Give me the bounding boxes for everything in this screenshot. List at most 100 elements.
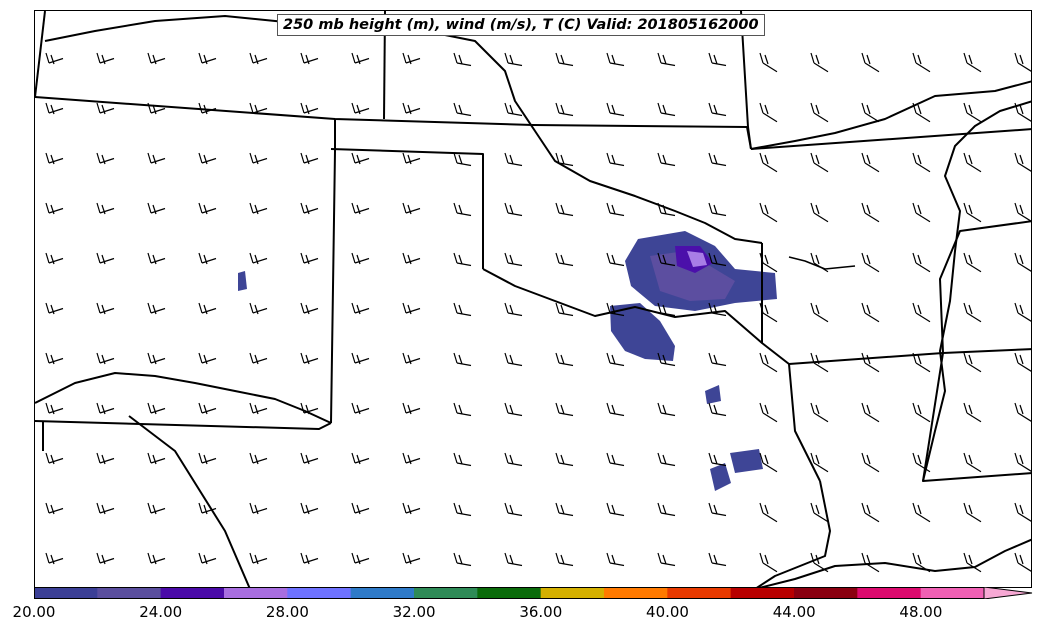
wind-barb [249, 302, 268, 315]
border-ar-la [788, 348, 1031, 365]
colorbar-segment [920, 587, 985, 599]
colorbar-segment [604, 587, 668, 599]
wind-barb [351, 302, 370, 315]
border-sd-ne [35, 11, 46, 98]
wind-barb [759, 302, 778, 323]
wind-barb [810, 52, 829, 73]
wind-barb [1014, 202, 1031, 222]
wind-barb [555, 52, 574, 67]
wind-barb [912, 552, 931, 573]
wind-barb [657, 102, 676, 117]
wind-barb [759, 352, 778, 373]
wind-barb [402, 552, 421, 565]
wind-barb [249, 52, 268, 65]
wind-barb [759, 152, 778, 173]
wind-barb [912, 452, 931, 473]
wind-barb [147, 402, 166, 415]
wind-barb [351, 102, 370, 115]
wind-barb [657, 302, 676, 317]
wind-barb [45, 302, 64, 315]
wind-barb [453, 402, 472, 417]
wind-barb [810, 502, 829, 523]
wind-barb [555, 152, 574, 167]
wind-barb [963, 552, 982, 573]
wind-barb [351, 152, 370, 165]
wind-barb [300, 252, 319, 265]
wind-barb [351, 452, 370, 465]
border-mo-ar [750, 128, 1031, 150]
wind-barb [351, 52, 370, 65]
map-title: 250 mb height (m), wind (m/s), T (C) Val… [277, 14, 765, 36]
wind-barb [708, 252, 727, 267]
wind-barb [504, 102, 523, 117]
wind-barb [45, 202, 64, 215]
wind-barb [810, 102, 829, 123]
wind-barb [147, 502, 166, 515]
wind-barb [912, 502, 931, 523]
wind-barb [657, 52, 676, 67]
wind-barb [1014, 102, 1031, 122]
wind-barb [810, 452, 829, 473]
wind-barb [657, 552, 676, 567]
border-ar-tx [788, 363, 821, 482]
wind-barb [96, 252, 115, 265]
wind-barb [963, 102, 982, 123]
wind-barb [1014, 252, 1031, 272]
wind-barb [912, 152, 931, 173]
colorbar-segment [160, 587, 225, 599]
colorbar-tick-label: 36.00 [519, 603, 563, 621]
wind-barb [453, 352, 472, 367]
wind-barb [861, 52, 880, 73]
wind-barb [963, 302, 982, 323]
wind-barb [555, 352, 574, 367]
wind-barb [504, 202, 523, 217]
wind-barb [606, 152, 625, 167]
wind-barb [96, 552, 115, 565]
wind-barbs [45, 52, 1031, 573]
wind-barb [402, 252, 421, 265]
wind-barb [504, 452, 523, 467]
wind-barb [300, 502, 319, 515]
wind-barb [300, 152, 319, 165]
wind-barb [912, 302, 931, 323]
wind-barb [963, 402, 982, 423]
colorbar-segment [794, 587, 858, 599]
wind-barb [963, 52, 982, 73]
wind-barb [1014, 352, 1031, 372]
wind-barb [861, 152, 880, 173]
colorbar-segment [540, 587, 605, 599]
wind-barb [96, 302, 115, 315]
coast-gulf [758, 538, 1031, 587]
wind-barb [147, 452, 166, 465]
wind-barb [147, 52, 166, 65]
colorbar-segment [287, 587, 352, 599]
wind-barb [198, 202, 217, 215]
wind-barb [45, 552, 64, 565]
wind-barb [249, 402, 268, 415]
wind-barb [912, 252, 931, 273]
wind-barb [198, 52, 217, 65]
colorbar [34, 587, 1033, 599]
wind-barb [45, 52, 64, 65]
wind-barb [657, 202, 676, 217]
wind-barb [810, 302, 829, 323]
wind-barb [810, 202, 829, 223]
wind-barb [861, 202, 880, 223]
wind-barb [402, 402, 421, 415]
wind-barb [861, 452, 880, 473]
wind-barb [708, 52, 727, 67]
temperature-shading [238, 231, 777, 491]
wind-barb [912, 52, 931, 73]
wind-barb [759, 202, 778, 223]
temperature-region [238, 271, 247, 291]
wind-barb [198, 502, 217, 515]
wind-barb [555, 402, 574, 417]
river-platte [750, 80, 1031, 150]
colorbar-segment [477, 587, 542, 599]
wind-barb [555, 102, 574, 117]
wind-barb [657, 452, 676, 467]
wind-barb [351, 202, 370, 215]
wind-barb [657, 352, 676, 367]
wind-barb [810, 552, 829, 573]
border-rio-grande [128, 415, 251, 587]
